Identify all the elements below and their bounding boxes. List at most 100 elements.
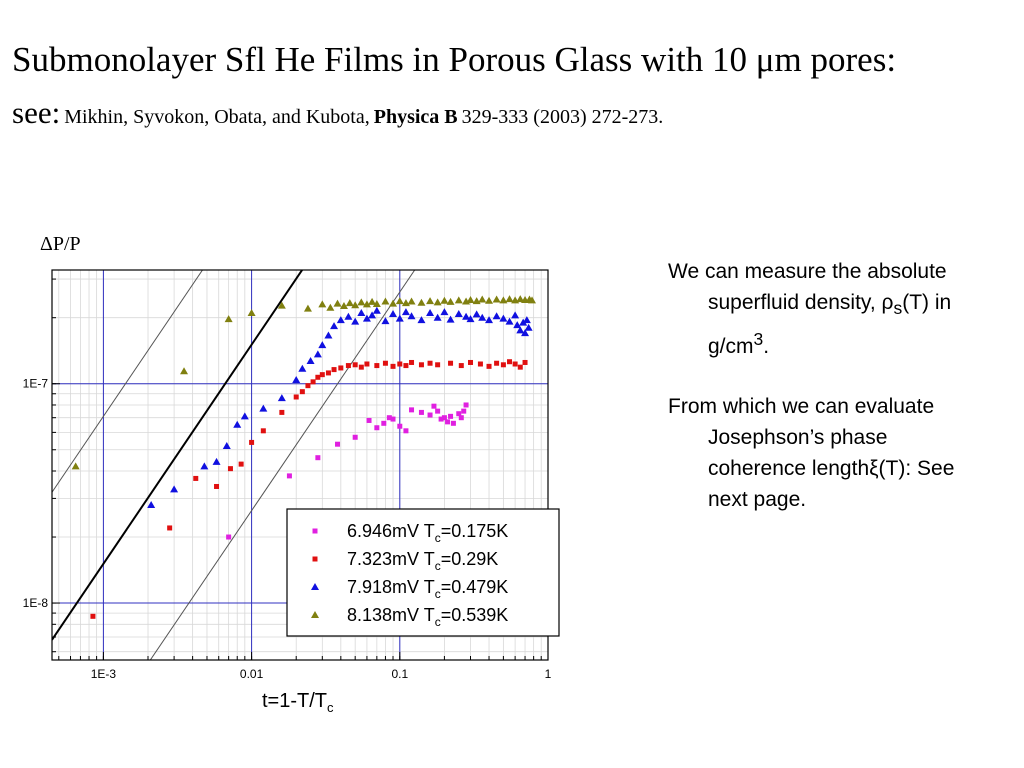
data-point-series-1 <box>463 402 469 408</box>
data-point-series-3 <box>492 312 501 320</box>
data-point-series-2 <box>310 379 316 385</box>
legend-label-2: 7.323mV Tc=0.29K <box>347 549 498 573</box>
data-point-series-1 <box>441 415 447 421</box>
data-point-series-3 <box>233 420 242 428</box>
data-point-series-4 <box>466 295 475 303</box>
data-point-series-2 <box>403 363 409 369</box>
data-point-series-2 <box>427 360 433 366</box>
legend-marker-3 <box>311 583 319 590</box>
data-point-series-2 <box>358 364 364 370</box>
text1-sup: 3 <box>753 329 764 350</box>
data-point-series-1 <box>435 408 441 414</box>
data-point-series-3 <box>519 318 528 326</box>
data-point-series-2 <box>299 389 305 395</box>
data-point-series-2 <box>249 439 255 445</box>
data-point-series-3 <box>170 485 179 493</box>
citation-journal: Physica B <box>373 106 458 128</box>
data-point-series-4 <box>528 296 537 304</box>
data-point-series-2 <box>522 359 528 365</box>
data-point-series-2 <box>374 363 380 369</box>
data-point-series-3 <box>522 316 531 324</box>
data-point-series-2 <box>517 364 523 370</box>
data-point-series-1 <box>390 416 396 422</box>
data-point-series-2 <box>486 363 492 369</box>
data-point-series-4 <box>339 302 348 310</box>
data-point-series-4 <box>318 300 327 308</box>
data-point-series-1 <box>458 415 464 421</box>
data-point-series-1 <box>438 416 444 422</box>
data-point-series-3 <box>521 329 530 337</box>
data-point-series-2 <box>468 359 474 365</box>
data-point-series-3 <box>318 341 327 349</box>
x-tick-label: 0.1 <box>391 667 408 681</box>
data-point-series-4 <box>372 299 381 307</box>
data-point-series-2 <box>397 361 403 367</box>
data-point-series-4 <box>351 301 360 309</box>
data-point-series-3 <box>389 309 398 317</box>
y-tick-label: 1E-8 <box>23 596 49 610</box>
text-block-1: We can measure the absolute superfluid d… <box>668 256 988 362</box>
text1-mid: (T) in g/cm <box>708 291 952 359</box>
data-point-series-2 <box>512 361 518 367</box>
x-axis-label-main: t=1-T/T <box>262 690 328 712</box>
data-point-series-1 <box>335 441 341 447</box>
data-point-series-4 <box>492 295 501 303</box>
data-point-series-1 <box>431 403 437 409</box>
data-point-series-4 <box>224 315 233 323</box>
data-point-series-2 <box>458 363 464 369</box>
data-point-series-2 <box>331 367 337 373</box>
data-point-series-3 <box>292 375 301 383</box>
data-point-series-2 <box>90 613 96 619</box>
data-point-series-3 <box>381 317 390 325</box>
data-point-series-3 <box>485 316 494 324</box>
data-point-series-1 <box>315 455 321 461</box>
citation-details: 329-333 (2003) 272-273. <box>461 106 664 128</box>
data-point-series-2 <box>325 370 331 376</box>
data-point-series-4 <box>326 303 335 311</box>
data-point-series-3 <box>454 309 463 317</box>
legend-marker-4 <box>311 611 319 618</box>
data-point-series-1 <box>286 473 292 479</box>
citation: see: Mikhin, Syvokon, Obata, and Kubota,… <box>12 95 663 131</box>
data-point-series-2 <box>279 409 285 415</box>
text1-main: We can measure the absolute superfluid d… <box>668 260 947 314</box>
data-point-series-4 <box>362 300 371 308</box>
data-point-series-3 <box>505 317 514 325</box>
data-point-series-3 <box>472 310 481 318</box>
data-point-series-3 <box>313 350 322 358</box>
data-point-series-3 <box>499 314 508 322</box>
plot-frame <box>51 269 549 661</box>
data-point-series-1 <box>397 423 403 429</box>
data-point-series-2 <box>435 362 441 368</box>
data-point-series-1 <box>366 417 372 423</box>
x-tick-label: 1E-3 <box>91 667 117 681</box>
data-point-series-1 <box>381 420 387 426</box>
data-point-series-3 <box>524 323 533 331</box>
data-point-series-2 <box>382 360 388 366</box>
data-point-series-3 <box>466 315 475 323</box>
data-point-series-2 <box>418 362 424 368</box>
data-point-series-3 <box>222 442 231 450</box>
data-point-series-4 <box>357 298 366 306</box>
data-point-series-3 <box>200 462 209 470</box>
slide-title: Submonolayer Sfl He Films in Porous Glas… <box>12 40 897 79</box>
data-point-series-3 <box>462 312 471 320</box>
data-point-series-2 <box>315 374 321 380</box>
y-axis-label: ΔP/P <box>40 233 81 255</box>
data-point-series-3 <box>306 356 315 364</box>
data-point-series-1 <box>226 534 232 540</box>
data-point-series-3 <box>372 306 381 314</box>
data-point-series-3 <box>330 322 339 330</box>
data-point-series-4 <box>407 297 416 305</box>
data-point-series-2 <box>507 359 513 365</box>
data-point-series-3 <box>478 313 487 321</box>
text2: From which we can evaluate Josephson’s p… <box>668 395 955 511</box>
data-point-series-1 <box>386 415 392 421</box>
data-point-series-2 <box>390 363 396 369</box>
data-point-series-2 <box>167 525 173 531</box>
data-point-series-1 <box>456 411 462 417</box>
data-point-series-2 <box>238 461 244 467</box>
data-point-series-2 <box>494 360 500 366</box>
data-point-series-3 <box>147 500 156 508</box>
